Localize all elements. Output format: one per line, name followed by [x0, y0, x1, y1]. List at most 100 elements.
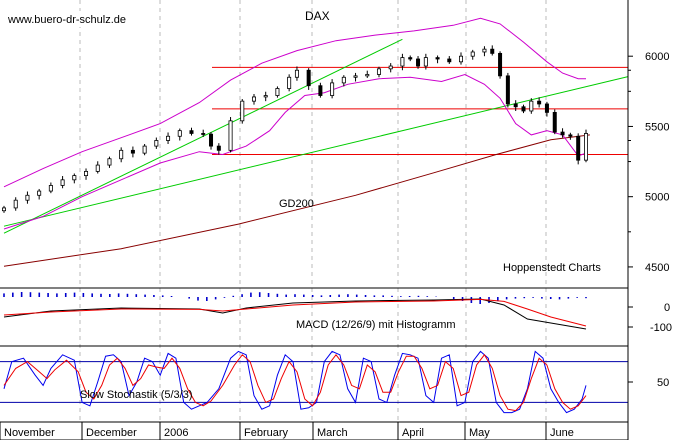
candle	[25, 191, 30, 204]
macd-tick-label: 0	[664, 302, 670, 314]
candle	[416, 56, 421, 69]
candle-body	[376, 68, 381, 75]
month-label: May	[469, 427, 490, 439]
stoch-d-line	[3, 353, 587, 412]
candle-body	[552, 111, 557, 133]
candle-body	[251, 96, 256, 102]
macd-label: MACD (12/26/9) mit Histogramm	[296, 319, 456, 331]
candle-body	[490, 48, 495, 54]
candle-body	[353, 75, 358, 78]
candle-body	[330, 82, 335, 96]
candle-body	[470, 51, 475, 57]
stoch-label: Slow Stochastik (5/3/3)	[80, 389, 193, 401]
trendline-lower	[3, 76, 629, 227]
price-tick-label: 6000	[645, 51, 669, 63]
macd-panel	[3, 292, 587, 330]
candle	[408, 55, 413, 62]
candle-body	[341, 76, 346, 84]
candle	[2, 205, 7, 213]
candle-body	[505, 75, 510, 105]
candle	[177, 128, 182, 141]
stoch-k-line	[3, 350, 587, 414]
candle	[60, 176, 65, 189]
candle-body	[560, 131, 565, 136]
month-label: April	[402, 427, 424, 439]
candle-body	[521, 106, 526, 112]
candle	[72, 173, 77, 184]
candle	[48, 182, 53, 194]
price-tick-label: 5500	[645, 121, 669, 133]
candle-body	[400, 57, 405, 67]
watermark-box	[5, 11, 133, 27]
candle-body	[435, 57, 440, 60]
candle	[490, 45, 495, 56]
candle	[209, 132, 214, 150]
candle	[228, 117, 233, 153]
chart-title: DAX	[305, 9, 330, 23]
candle-body	[25, 194, 30, 201]
stoch-panel	[0, 350, 628, 414]
candle-body	[166, 135, 171, 141]
candle	[376, 66, 381, 78]
price-panel	[2, 17, 629, 267]
candle-body	[584, 133, 589, 161]
candle-body	[416, 58, 421, 67]
candle	[37, 188, 42, 200]
macd-tick-label: -100	[650, 322, 672, 334]
candle-body	[142, 145, 147, 154]
candle	[84, 168, 89, 180]
candle-body	[306, 69, 311, 87]
candle-body	[544, 103, 549, 113]
price-tick-label: 5000	[645, 192, 669, 204]
candle-body	[568, 134, 573, 137]
candle	[306, 68, 311, 90]
candle-body	[294, 69, 299, 78]
candle	[544, 101, 549, 117]
candle-body	[216, 145, 221, 151]
candle	[263, 91, 268, 102]
candle	[119, 147, 124, 163]
candle-body	[189, 130, 194, 134]
month-label: March	[317, 427, 348, 439]
candle	[568, 132, 573, 140]
candle	[365, 70, 370, 78]
candle	[13, 197, 18, 211]
candle-body	[513, 103, 518, 108]
month-label: June	[550, 427, 574, 439]
candle-body	[95, 164, 100, 172]
candle-body	[48, 185, 53, 192]
candle-body	[388, 65, 393, 70]
candle	[576, 133, 581, 165]
candle-body	[84, 170, 89, 177]
candle	[275, 86, 280, 98]
candle	[447, 56, 452, 64]
candle-body	[275, 88, 280, 96]
grid	[79, 0, 547, 422]
candle-body	[107, 158, 112, 166]
candle	[423, 53, 428, 70]
candle-body	[459, 55, 464, 63]
candle	[142, 144, 147, 156]
candle	[400, 53, 405, 71]
candle	[584, 129, 589, 163]
candle	[216, 143, 221, 155]
candle	[201, 129, 206, 137]
candle-body	[318, 85, 323, 96]
macd-signal-line	[3, 298, 587, 327]
candle	[107, 156, 112, 168]
candle-body	[498, 52, 503, 77]
candle	[330, 79, 335, 99]
candle	[166, 132, 171, 144]
candle-body	[482, 48, 487, 53]
candle-body	[60, 179, 65, 186]
month-label: December	[86, 427, 137, 439]
candle	[552, 109, 557, 135]
candle-body	[154, 140, 159, 147]
stoch-tick-label: 50	[657, 377, 669, 389]
candle	[521, 104, 526, 114]
candle	[482, 46, 487, 57]
candle	[294, 66, 299, 81]
candle	[95, 161, 100, 174]
